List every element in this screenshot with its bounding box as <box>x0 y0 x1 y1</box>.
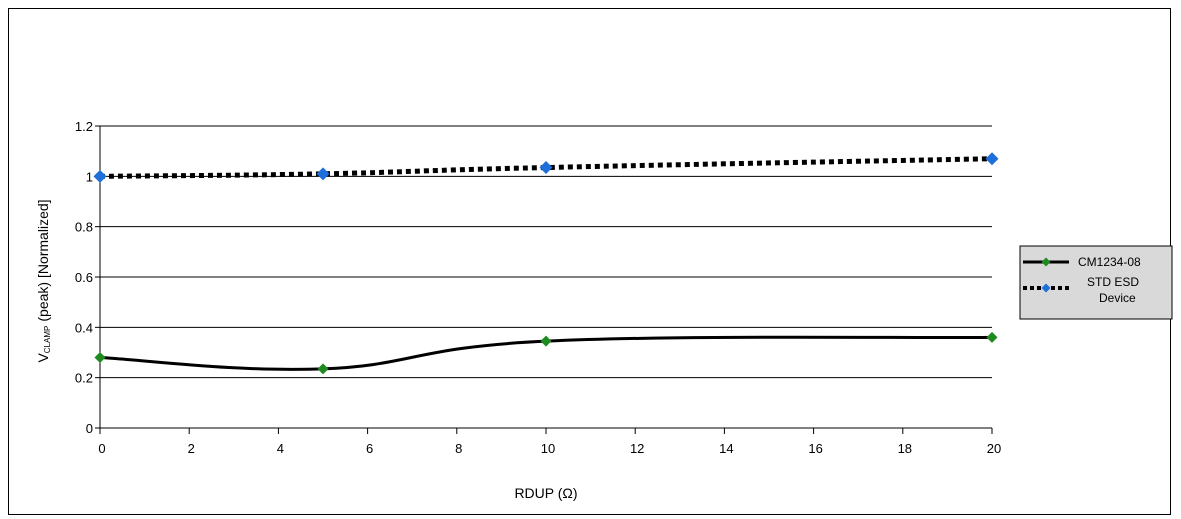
legend-label: Device <box>1099 291 1136 305</box>
data-point <box>539 161 553 175</box>
series-line <box>99 156 993 179</box>
data-point <box>93 169 107 183</box>
series-line <box>99 335 993 371</box>
data-point <box>317 363 329 375</box>
x-tick-label: 16 <box>808 441 822 456</box>
y-tick-label: 1 <box>86 169 93 184</box>
y-axis-title-main: V <box>35 353 51 363</box>
y-tick-label: 0 <box>86 421 93 436</box>
y-axis-title: VCLAMP (peak) [Normalized] <box>35 199 52 362</box>
x-tick-label: 20 <box>987 441 1001 456</box>
chart-frame <box>8 8 1171 515</box>
legend-label: CM1234-08 <box>1078 255 1141 269</box>
x-tick-label: 4 <box>277 441 284 456</box>
x-tick-label: 6 <box>366 441 373 456</box>
legend-label: STD ESD <box>1087 275 1139 289</box>
x-tick-label: 12 <box>630 441 644 456</box>
y-tick-label: 0.2 <box>75 371 93 386</box>
legend-swatch-marker <box>1041 257 1051 267</box>
series-lines <box>99 156 993 371</box>
data-point <box>316 167 330 181</box>
x-tick-label: 14 <box>719 441 733 456</box>
legend: CM1234-08 STD ESD Device <box>1019 245 1173 320</box>
data-point <box>986 331 998 343</box>
data-point <box>94 352 106 364</box>
data-point <box>540 335 552 347</box>
y-axis-title-rest: (peak) [Normalized] <box>35 199 51 321</box>
y-tick-label: 1.2 <box>75 119 93 134</box>
x-axis-title: RDUP (Ω) <box>514 485 577 501</box>
legend-swatch-marker <box>1041 283 1051 293</box>
y-tick-label: 0.8 <box>75 220 93 235</box>
data-point <box>985 152 999 166</box>
axes: 0 0.2 0.4 0.6 0.8 1 1.2 0 2 4 6 8 10 12 14 16 18 20 <box>75 119 1001 456</box>
x-tick-label: 0 <box>98 441 105 456</box>
y-axis-title-subscript: CLAMP <box>43 326 52 354</box>
x-tick-label: 8 <box>455 441 462 456</box>
data-markers <box>93 152 999 375</box>
y-tick-label: 0.4 <box>75 320 93 335</box>
y-tick-label: 0.6 <box>75 270 93 285</box>
x-tick-label: 2 <box>188 441 195 456</box>
x-tick-label: 10 <box>541 441 555 456</box>
x-tick-label: 18 <box>898 441 912 456</box>
